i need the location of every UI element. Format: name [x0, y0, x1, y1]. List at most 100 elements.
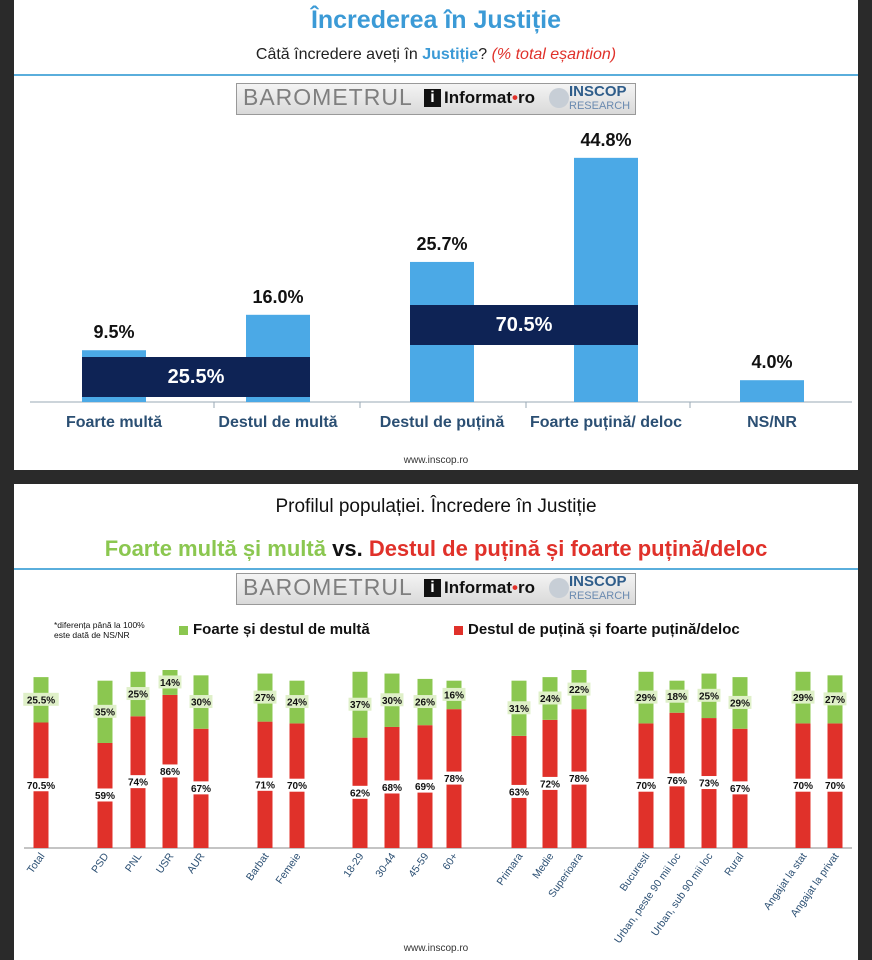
- group-total-band: 70.5%: [410, 305, 638, 345]
- green-value-label: 26%: [415, 698, 435, 709]
- red-value-label: 69%: [415, 782, 435, 793]
- top-website: www.inscop.ro: [403, 455, 469, 466]
- green-label-bg: [791, 690, 815, 704]
- bottom-title: Profilul populației. Încredere în Justiț…: [275, 496, 597, 517]
- green-value-label: 14%: [160, 678, 180, 689]
- red-label-bg: [823, 778, 847, 792]
- red-label-bg: [665, 773, 689, 787]
- footnote: *diferența până la 100% este dată de NS/…: [54, 620, 145, 640]
- green-label-bg: [697, 688, 721, 702]
- red-value-label: 73%: [699, 779, 719, 790]
- green-label-bg: [348, 697, 372, 711]
- bar: [574, 157, 638, 402]
- red-value-label: 76%: [667, 776, 687, 787]
- logo-inscop: INSCOP RESEARCH: [569, 83, 631, 112]
- red-value-label: 70%: [825, 781, 845, 792]
- red-label-bg: [413, 779, 437, 793]
- subtitle-vs: vs.: [332, 536, 363, 561]
- barometru-logo-bottom: BAROMETRUL i Informat•ro INSCOP RESEARCH: [236, 573, 636, 605]
- green-label-bg: [507, 701, 531, 715]
- green-label-bg: [413, 695, 437, 709]
- red-value-label: 59%: [95, 791, 115, 802]
- legend-red-swatch: [454, 625, 463, 635]
- category-label: Barbat: [244, 851, 272, 883]
- green-value-label: 30%: [382, 696, 402, 707]
- bottom-panel: Profilul populației. Încredere în Justiț…: [14, 484, 858, 960]
- green-label-bg: [442, 687, 466, 701]
- bar-value-label: 44.8%: [580, 129, 632, 150]
- legend-red: Destul de puțină și foarte puțină/deloc: [454, 621, 740, 638]
- logo-barometru: BAROMETRUL: [243, 574, 413, 600]
- green-label-bg: [285, 695, 309, 709]
- green-value-label: 18%: [667, 692, 687, 703]
- red-value-label: 70%: [793, 781, 813, 792]
- red-label-bg: [189, 781, 213, 795]
- green-value-label: 37%: [350, 700, 370, 711]
- green-label-bg: [23, 692, 59, 706]
- category-label: Femeie: [274, 851, 304, 887]
- category-label: USR: [154, 850, 177, 875]
- inscop-logo-icon: [549, 578, 569, 598]
- logo-barometru: BAROMETRUL: [243, 84, 413, 110]
- red-value-label: 74%: [128, 778, 148, 789]
- green-label-bg: [728, 695, 752, 709]
- red-label-bg: [23, 778, 59, 792]
- red-label-bg: [93, 788, 117, 802]
- bottom-chart: 25.5% 70.5% Total 35% 59% PSD 25% 74% PNL 14% 86% U…: [23, 670, 852, 946]
- red-label-bg: [126, 775, 150, 789]
- red-value-label: 62%: [350, 788, 370, 799]
- green-label-bg: [189, 695, 213, 709]
- bottom-subtitle: Foarte multă și multă vs. Destul de puți…: [14, 536, 858, 562]
- red-value-label: 67%: [730, 784, 750, 795]
- category-label: PNL: [123, 851, 145, 875]
- informat-logo-icon: i: [424, 89, 441, 107]
- red-label-bg: [285, 778, 309, 792]
- red-label-bg: [791, 778, 815, 792]
- red-label-bg: [728, 781, 752, 795]
- green-value-label: 35%: [95, 707, 115, 718]
- category-label: Medie: [530, 851, 556, 881]
- logo-informat: Informat•ro: [444, 578, 535, 597]
- green-label-bg: [253, 690, 277, 704]
- category-label: 45-59: [406, 851, 431, 880]
- red-value-label: 67%: [191, 784, 211, 795]
- green-label-bg: [665, 689, 689, 703]
- category-label: NS/NR: [747, 414, 797, 431]
- red-value-label: 72%: [540, 779, 560, 790]
- top-panel: Încrederea în Justiție Câtă încredere av…: [14, 0, 858, 470]
- red-value-label: 70%: [287, 781, 307, 792]
- question-highlight: Justiție: [422, 46, 479, 63]
- inscop-logo-icon: [549, 88, 569, 108]
- red-label-bg: [158, 764, 182, 778]
- bar-value-label: 9.5%: [93, 322, 135, 343]
- green-value-label: 29%: [793, 693, 813, 704]
- question-note: (% total eșantion): [491, 46, 617, 63]
- red-value-label: 70.5%: [27, 781, 55, 792]
- question-suffix: ?: [478, 46, 488, 63]
- category-label: Foarte multă: [65, 414, 162, 431]
- barometru-logo: BAROMETRUL i Informat•ro INSCOP RESEARCH: [236, 83, 636, 115]
- bottom-website: www.inscop.ro: [403, 943, 469, 954]
- green-label-bg: [126, 687, 150, 701]
- category-label: Primara: [495, 851, 526, 888]
- category-label: Foarte puțină/ deloc: [529, 414, 682, 431]
- red-label-bg: [634, 778, 658, 792]
- category-label: Destul de multă: [218, 414, 338, 431]
- green-label-bg: [567, 682, 591, 696]
- top-question: Câtă încredere aveți în Justiție? (% tot…: [14, 46, 858, 64]
- informat-logo-icon: i: [424, 579, 441, 597]
- red-value-label: 71%: [255, 780, 275, 791]
- category-label: Urban, sub 90 mii loc: [649, 851, 715, 939]
- red-label-bg: [567, 771, 591, 785]
- bar-value-label: 4.0%: [751, 352, 793, 373]
- green-value-label: 29%: [636, 693, 656, 704]
- green-label-bg: [538, 691, 562, 705]
- legend-green: Foarte și destul de multă: [179, 621, 370, 638]
- red-label-bg: [538, 776, 562, 790]
- green-value-label: 27%: [825, 695, 845, 706]
- subtitle-green: Foarte multă și multă: [104, 536, 326, 561]
- red-label-bg: [442, 771, 466, 785]
- green-label-bg: [158, 675, 182, 689]
- green-value-label: 16%: [444, 690, 464, 701]
- category-label: AUR: [185, 850, 208, 875]
